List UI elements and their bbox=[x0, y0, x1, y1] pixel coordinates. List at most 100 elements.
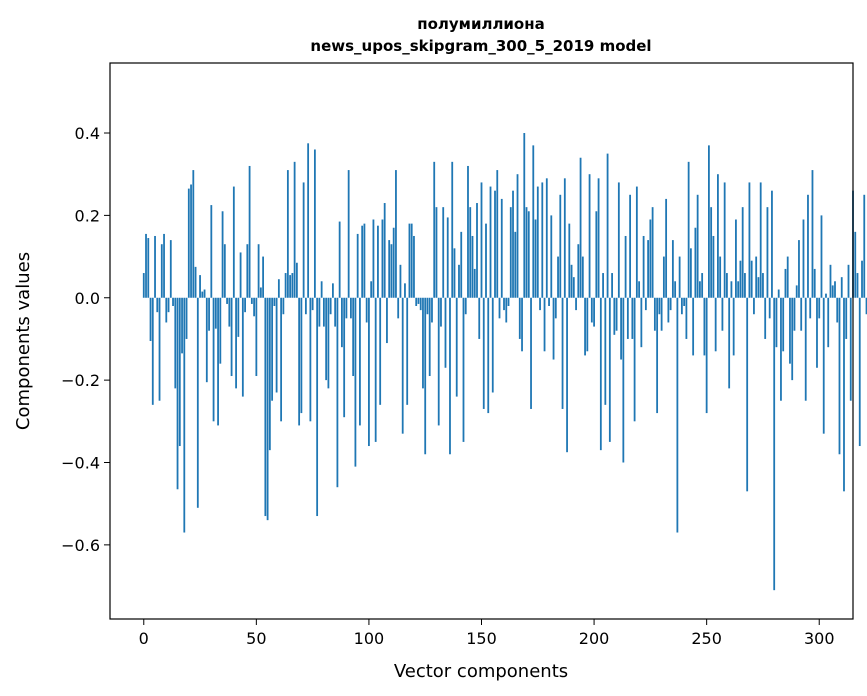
bar-193 bbox=[577, 244, 580, 298]
y-tick-label: 0.0 bbox=[75, 289, 100, 308]
bar-288 bbox=[791, 297, 794, 381]
bar-174 bbox=[534, 219, 537, 298]
bar-5 bbox=[154, 235, 156, 298]
bar-95 bbox=[356, 233, 359, 298]
bar-32 bbox=[214, 297, 217, 329]
bar-138 bbox=[453, 248, 456, 298]
bar-81 bbox=[325, 297, 328, 381]
bar-86 bbox=[336, 297, 339, 488]
bar-205 bbox=[604, 297, 607, 405]
bar-132 bbox=[440, 297, 442, 327]
bar-6 bbox=[156, 297, 159, 313]
bar-223 bbox=[644, 297, 647, 311]
bar-62 bbox=[282, 297, 285, 315]
bar-2 bbox=[147, 238, 150, 298]
bar-18 bbox=[183, 297, 186, 533]
bar-215 bbox=[626, 297, 629, 339]
bar-9 bbox=[163, 233, 165, 298]
bar-232 bbox=[665, 198, 668, 298]
bar-20 bbox=[187, 188, 190, 298]
bar-271 bbox=[753, 297, 755, 315]
bar-216 bbox=[629, 194, 631, 298]
bar-122 bbox=[417, 297, 420, 304]
bar-274 bbox=[759, 182, 762, 298]
bar-268 bbox=[746, 297, 749, 492]
bar-219 bbox=[635, 186, 638, 298]
bar-162 bbox=[507, 297, 510, 306]
bar-196 bbox=[584, 297, 586, 356]
bar-182 bbox=[552, 297, 555, 360]
bar-224 bbox=[647, 240, 650, 298]
bar-186 bbox=[561, 297, 564, 409]
bar-21 bbox=[190, 184, 192, 298]
bar-179 bbox=[545, 178, 548, 298]
bar-254 bbox=[714, 297, 717, 352]
bar-40 bbox=[232, 186, 235, 298]
bar-134 bbox=[444, 297, 447, 368]
bar-320 bbox=[863, 194, 866, 298]
bar-126 bbox=[426, 297, 429, 315]
bar-278 bbox=[768, 297, 771, 319]
bar-65 bbox=[289, 275, 292, 298]
bar-306 bbox=[831, 285, 834, 298]
x-axis-label: Vector components bbox=[394, 661, 568, 682]
bar-192 bbox=[575, 297, 577, 311]
bar-222 bbox=[642, 235, 645, 298]
bar-57 bbox=[271, 297, 274, 401]
bar-27 bbox=[203, 289, 206, 298]
bar-276 bbox=[764, 297, 767, 339]
bar-319 bbox=[861, 260, 863, 298]
y-tick-label: −0.4 bbox=[61, 453, 100, 472]
bar-105 bbox=[379, 297, 382, 405]
y-axis-label: Components values bbox=[13, 252, 34, 430]
bar-63 bbox=[284, 273, 287, 298]
bar-141 bbox=[460, 231, 463, 298]
bar-36 bbox=[223, 244, 226, 298]
bar-115 bbox=[401, 297, 404, 434]
bar-102 bbox=[372, 219, 375, 298]
bar-296 bbox=[809, 297, 812, 319]
bar-13 bbox=[172, 297, 174, 306]
bar-78 bbox=[318, 297, 321, 327]
bars-group bbox=[142, 133, 867, 591]
bar-55 bbox=[266, 297, 269, 521]
bar-151 bbox=[482, 297, 485, 409]
bar-118 bbox=[408, 223, 411, 298]
bar-88 bbox=[341, 297, 343, 348]
bar-200 bbox=[593, 297, 595, 327]
bar-234 bbox=[669, 297, 672, 311]
bar-177 bbox=[541, 182, 544, 298]
bar-279 bbox=[771, 190, 773, 298]
bar-298 bbox=[813, 268, 816, 298]
bar-30 bbox=[210, 205, 213, 298]
bar-247 bbox=[699, 281, 701, 298]
bar-45 bbox=[244, 297, 246, 313]
bar-256 bbox=[719, 256, 722, 298]
bar-160 bbox=[503, 297, 505, 311]
bar-264 bbox=[737, 281, 740, 298]
bar-104 bbox=[377, 225, 379, 298]
bar-303 bbox=[825, 293, 827, 298]
bar-44 bbox=[241, 297, 244, 397]
bar-50 bbox=[255, 297, 258, 377]
bar-157 bbox=[496, 170, 499, 298]
bar-76 bbox=[313, 149, 316, 298]
bar-236 bbox=[674, 281, 677, 298]
bar-130 bbox=[435, 207, 438, 298]
bar-12 bbox=[169, 240, 172, 298]
bar-261 bbox=[730, 281, 733, 298]
bar-318 bbox=[858, 297, 861, 447]
bar-165 bbox=[514, 231, 517, 298]
bar-221 bbox=[640, 297, 643, 348]
bar-283 bbox=[780, 297, 782, 401]
bar-60 bbox=[277, 279, 280, 298]
bar-154 bbox=[489, 186, 492, 298]
bar-178 bbox=[543, 297, 546, 352]
bar-3 bbox=[149, 297, 152, 341]
bar-183 bbox=[554, 297, 557, 319]
bar-269 bbox=[748, 182, 751, 298]
bar-166 bbox=[516, 174, 519, 298]
x-tick-label: 0 bbox=[139, 629, 149, 648]
bar-231 bbox=[662, 256, 665, 298]
bar-59 bbox=[275, 297, 278, 393]
